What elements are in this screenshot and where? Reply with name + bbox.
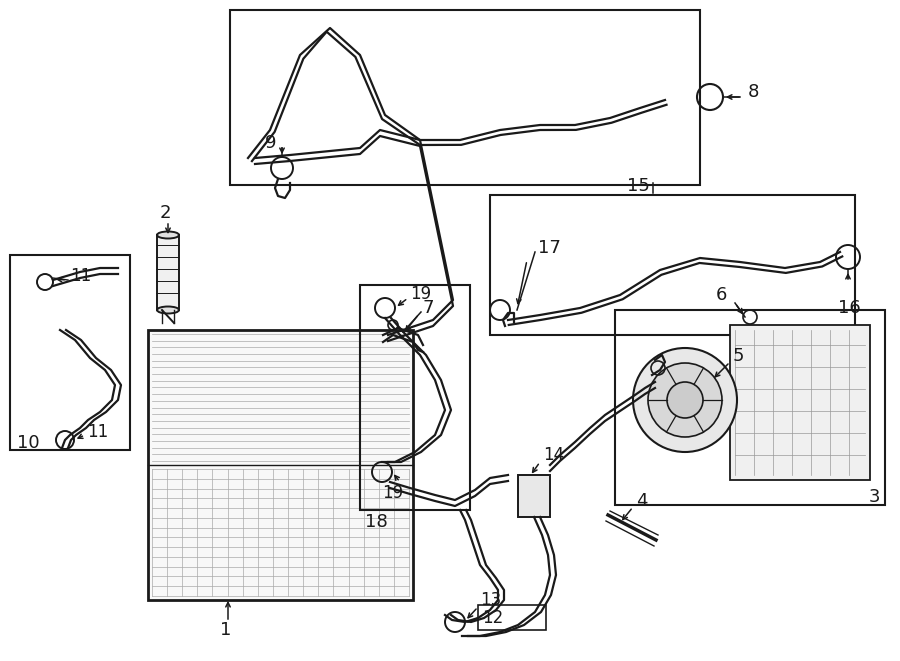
Bar bbox=[478, 605, 546, 630]
Text: 4: 4 bbox=[636, 492, 647, 510]
Text: 11: 11 bbox=[87, 423, 108, 441]
Text: 2: 2 bbox=[160, 204, 172, 222]
Bar bbox=[157, 235, 179, 310]
Text: 10: 10 bbox=[17, 434, 40, 452]
Text: 15: 15 bbox=[627, 177, 650, 195]
Text: 8: 8 bbox=[748, 83, 760, 101]
Text: 7: 7 bbox=[423, 299, 435, 317]
Ellipse shape bbox=[157, 307, 179, 313]
Bar bbox=[615, 310, 885, 505]
Circle shape bbox=[648, 363, 722, 437]
Bar bbox=[518, 475, 550, 517]
Circle shape bbox=[633, 348, 737, 452]
Bar bbox=[360, 285, 470, 510]
Bar bbox=[148, 330, 413, 600]
Text: 6: 6 bbox=[716, 286, 727, 304]
Bar bbox=[730, 325, 870, 480]
Text: 18: 18 bbox=[365, 513, 388, 531]
Bar bbox=[230, 10, 700, 185]
Text: 3: 3 bbox=[869, 488, 880, 506]
Text: 5: 5 bbox=[733, 347, 744, 365]
Bar bbox=[10, 255, 130, 450]
Bar bbox=[490, 195, 855, 335]
Text: 19: 19 bbox=[410, 285, 431, 303]
Text: 11: 11 bbox=[70, 267, 91, 285]
Text: 19: 19 bbox=[382, 484, 403, 502]
Text: 13: 13 bbox=[480, 591, 501, 609]
Text: 14: 14 bbox=[543, 446, 564, 464]
Text: 9: 9 bbox=[265, 134, 276, 152]
Text: 12: 12 bbox=[482, 609, 503, 627]
Ellipse shape bbox=[157, 231, 179, 239]
Circle shape bbox=[667, 382, 703, 418]
Text: 1: 1 bbox=[220, 621, 231, 639]
Text: 17: 17 bbox=[538, 239, 561, 257]
Text: 16: 16 bbox=[838, 299, 860, 317]
